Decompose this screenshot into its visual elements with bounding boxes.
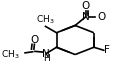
Text: N: N	[82, 12, 90, 22]
Text: N: N	[42, 49, 50, 59]
Text: O: O	[97, 12, 105, 22]
Text: O: O	[30, 35, 38, 45]
Text: CH$_3$: CH$_3$	[36, 13, 54, 26]
Text: O: O	[82, 1, 90, 11]
Text: H: H	[43, 54, 49, 63]
Text: CH$_3$: CH$_3$	[2, 48, 20, 61]
Text: F: F	[104, 45, 110, 55]
